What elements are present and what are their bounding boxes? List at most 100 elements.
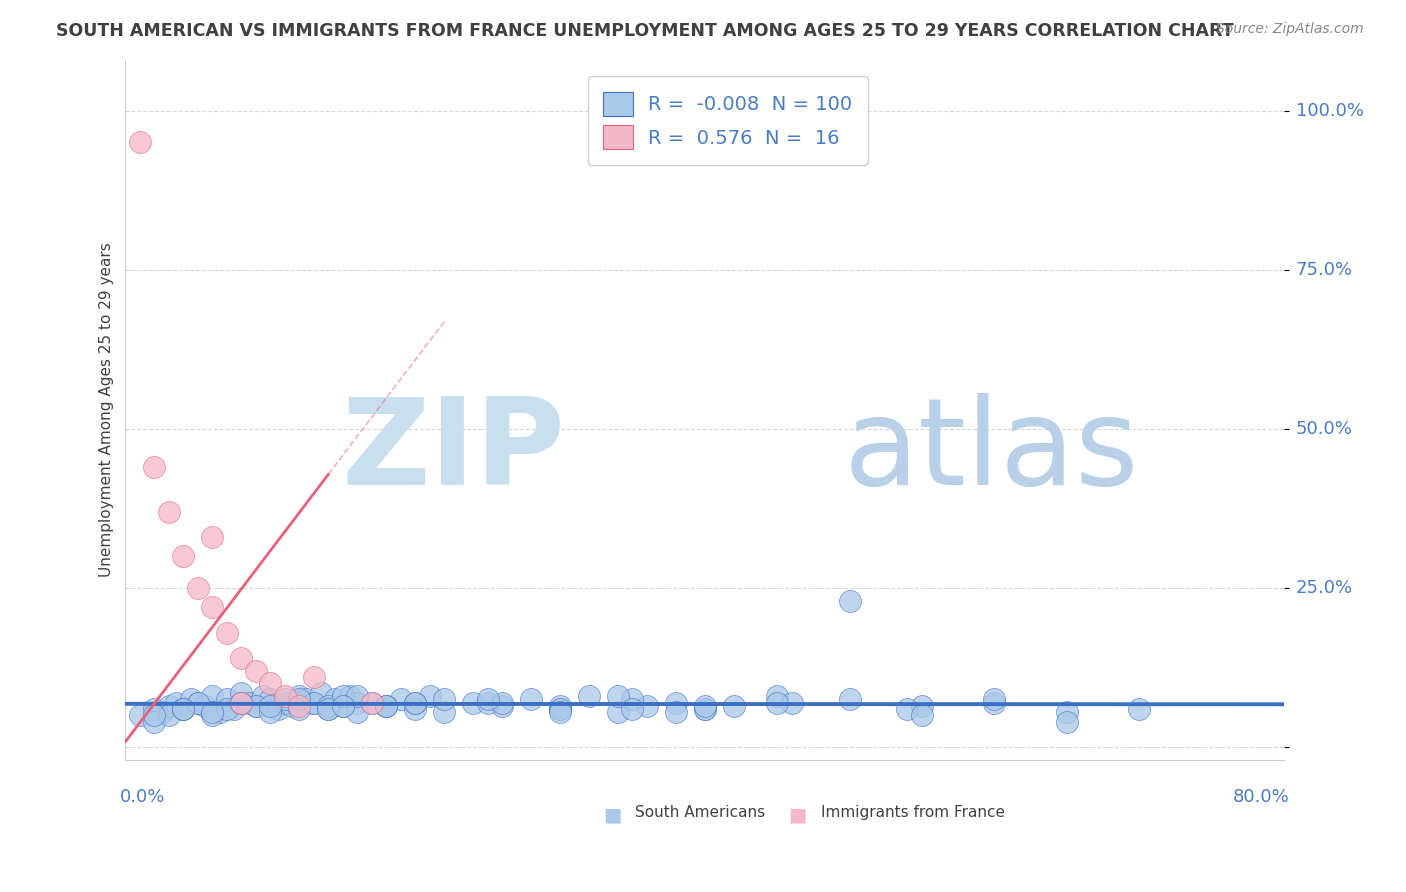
Text: 25.0%: 25.0%: [1295, 579, 1353, 597]
Legend: R =  -0.008  N = 100, R =  0.576  N =  16: R = -0.008 N = 100, R = 0.576 N = 16: [588, 77, 868, 165]
Point: [129, 136, 152, 150]
Point: [143, 702, 166, 716]
Point: [780, 696, 803, 710]
Point: [288, 689, 311, 703]
Point: [491, 698, 513, 713]
Point: [201, 689, 224, 703]
Text: SOUTH AMERICAN VS IMMIGRANTS FROM FRANCE UNEMPLOYMENT AMONG AGES 25 TO 29 YEARS : SOUTH AMERICAN VS IMMIGRANTS FROM FRANCE…: [56, 22, 1234, 40]
Text: ZIP: ZIP: [342, 393, 565, 510]
Point: [187, 581, 209, 595]
Point: [983, 696, 1005, 710]
Point: [165, 696, 187, 710]
Point: [1056, 714, 1078, 729]
Y-axis label: Unemployment Among Ages 25 to 29 years: Unemployment Among Ages 25 to 29 years: [100, 243, 114, 577]
Text: South Americans: South Americans: [636, 805, 765, 821]
Point: [723, 698, 745, 713]
Point: [693, 698, 716, 713]
Point: [665, 696, 688, 710]
Point: [316, 702, 339, 716]
Point: [636, 698, 658, 713]
Point: [288, 702, 311, 716]
Text: ■: ■: [789, 805, 807, 824]
Point: [433, 705, 456, 719]
Point: [215, 692, 238, 706]
Point: [245, 698, 267, 713]
Point: [259, 676, 281, 690]
Point: [231, 696, 253, 710]
Point: [274, 689, 297, 703]
Point: [208, 705, 231, 719]
Point: [375, 698, 398, 713]
Point: [150, 705, 173, 719]
Point: [201, 530, 224, 544]
Point: [274, 692, 297, 706]
Point: [325, 692, 347, 706]
Point: [477, 696, 499, 710]
Point: [316, 698, 339, 713]
Point: [309, 686, 332, 700]
Point: [548, 705, 571, 719]
Point: [461, 696, 484, 710]
Point: [302, 696, 325, 710]
Point: [266, 702, 288, 716]
Point: [404, 696, 426, 710]
Point: [983, 692, 1005, 706]
Text: 100.0%: 100.0%: [1295, 102, 1364, 120]
Point: [157, 698, 180, 713]
Text: 75.0%: 75.0%: [1295, 260, 1353, 278]
Point: [143, 714, 166, 729]
Point: [274, 696, 297, 710]
Point: [548, 702, 571, 716]
Point: [194, 698, 217, 713]
Point: [172, 702, 194, 716]
Point: [838, 593, 860, 607]
Point: [288, 698, 311, 713]
Point: [332, 689, 354, 703]
Point: [201, 708, 224, 723]
Point: [231, 651, 253, 665]
Point: [621, 692, 644, 706]
Point: [433, 692, 456, 706]
Point: [231, 696, 253, 710]
Point: [238, 696, 260, 710]
Point: [259, 698, 281, 713]
Point: [404, 702, 426, 716]
Point: [129, 708, 152, 723]
Point: [143, 460, 166, 475]
Point: [375, 698, 398, 713]
Point: [606, 689, 628, 703]
Point: [766, 689, 789, 703]
Point: [346, 696, 368, 710]
Point: [621, 702, 644, 716]
Point: [339, 689, 361, 703]
Point: [346, 689, 368, 703]
Point: [295, 692, 318, 706]
Point: [375, 698, 398, 713]
Point: [259, 692, 281, 706]
Point: [288, 692, 311, 706]
Point: [172, 702, 194, 716]
Point: [172, 702, 194, 716]
Point: [419, 689, 441, 703]
Point: [201, 705, 224, 719]
Point: [1128, 702, 1150, 716]
Point: [245, 698, 267, 713]
Point: [316, 702, 339, 716]
Text: 50.0%: 50.0%: [1295, 420, 1353, 438]
Point: [222, 702, 245, 716]
Point: [187, 696, 209, 710]
Point: [281, 698, 304, 713]
Point: [180, 692, 202, 706]
Point: [520, 692, 543, 706]
Point: [346, 705, 368, 719]
Text: 0.0%: 0.0%: [120, 788, 165, 805]
Point: [215, 625, 238, 640]
Point: [215, 702, 238, 716]
Text: atlas: atlas: [844, 393, 1139, 510]
Point: [360, 696, 382, 710]
Point: [360, 696, 382, 710]
Point: [332, 698, 354, 713]
Text: ■: ■: [603, 805, 621, 824]
Point: [332, 698, 354, 713]
Point: [578, 689, 600, 703]
